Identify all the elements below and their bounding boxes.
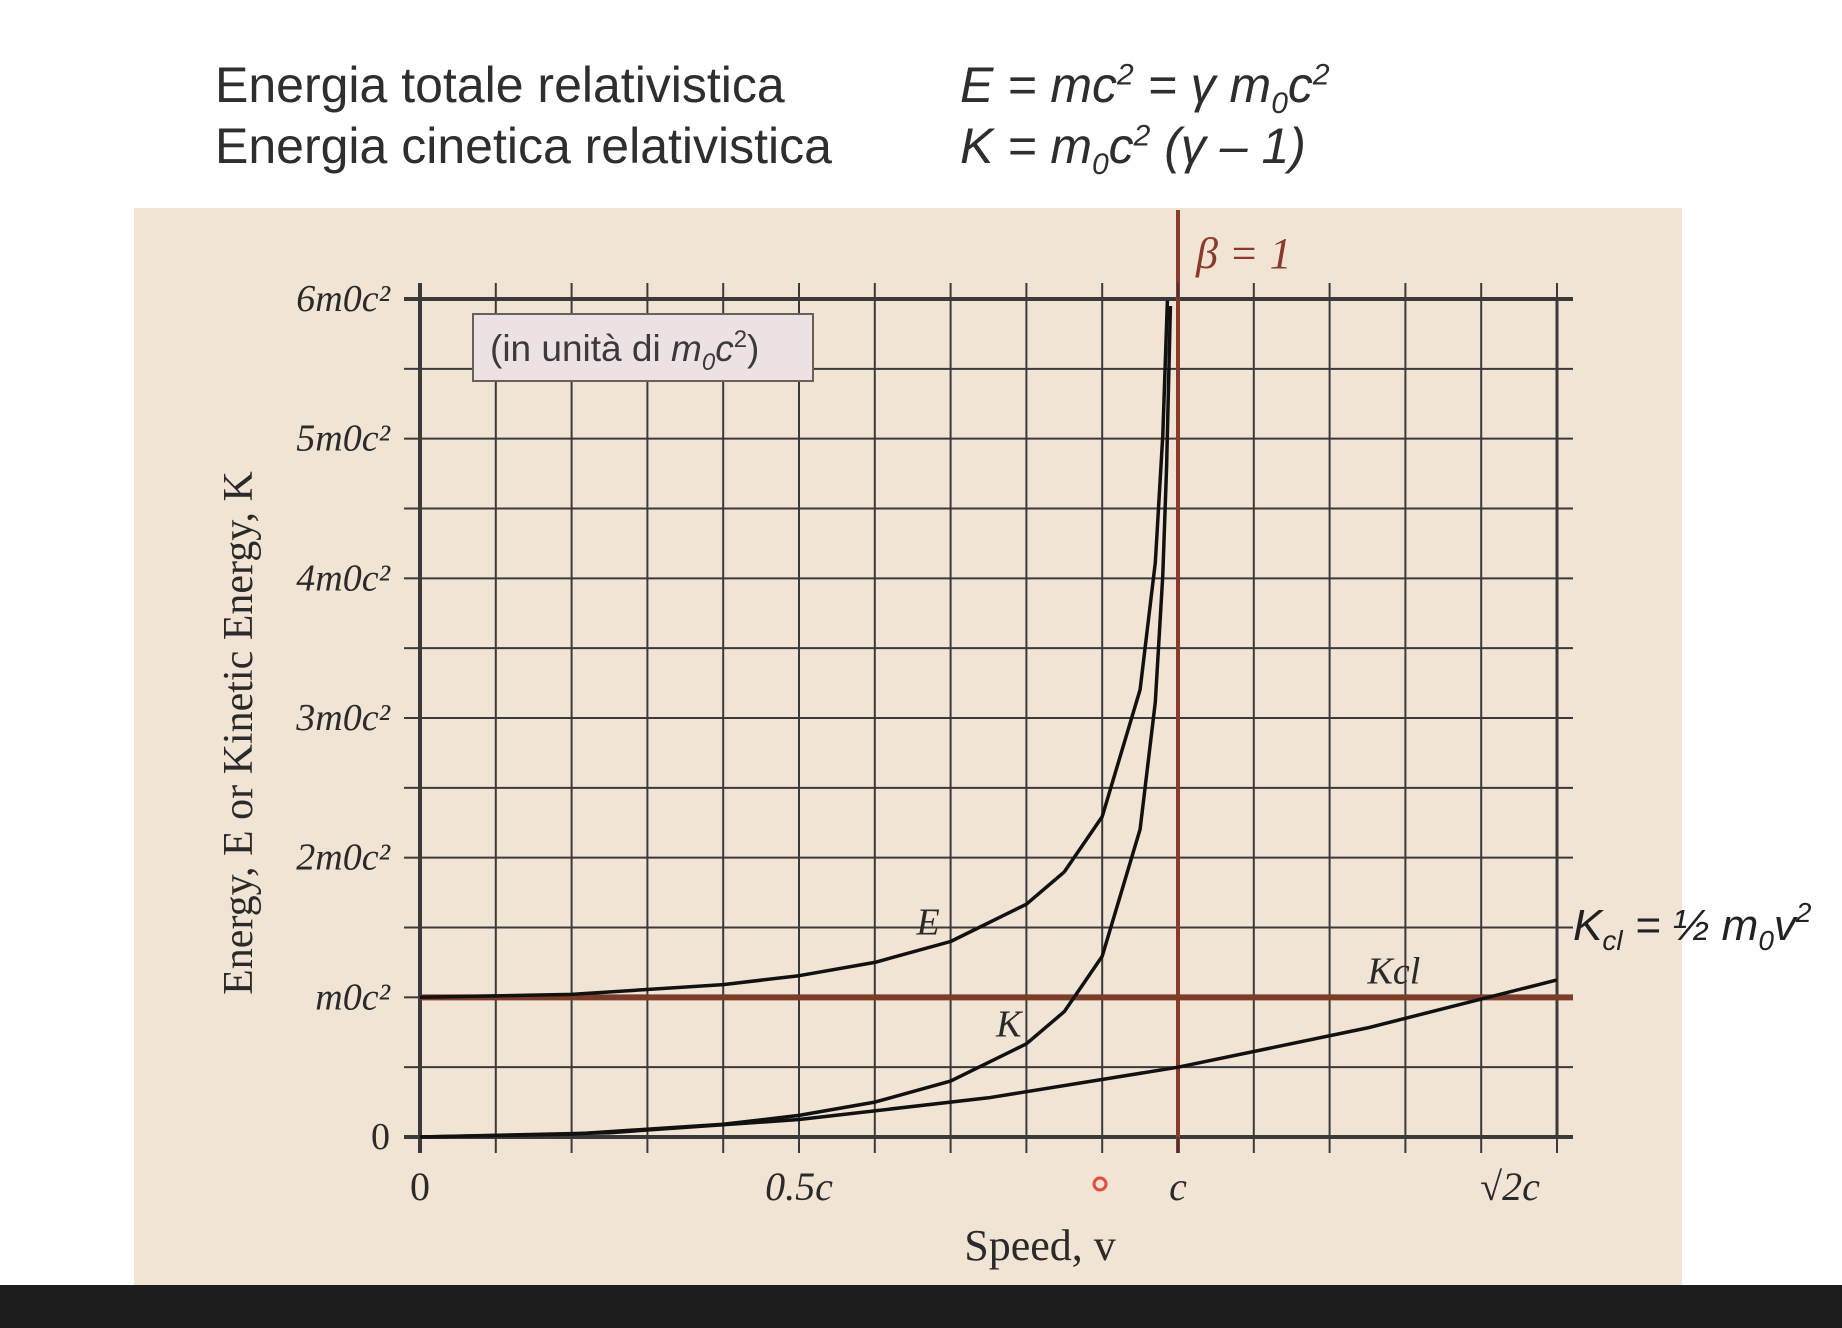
y-tick-label: 5m0c² — [296, 418, 390, 460]
y-axis-title: Energy, E or Kinetic Energy, K — [216, 471, 262, 995]
y-tick-label: m0c² — [315, 976, 390, 1018]
y-tick-label: 3m0c² — [295, 697, 390, 739]
cursor-marker — [1092, 1176, 1108, 1192]
reference-lines — [420, 210, 1573, 1153]
y-tick-label: 2m0c² — [296, 837, 390, 879]
x-tick-label: c — [1169, 1164, 1187, 1209]
series-line-e — [419, 300, 1170, 1000]
y-tick-label: 4m0c² — [296, 557, 390, 599]
curve-label-e: E — [915, 901, 939, 943]
kinetic-energy-label: Energia cinetica relativistica — [215, 118, 832, 174]
heading: Energia totale relativistica E = mc2 = γ… — [215, 56, 1330, 181]
kinetic-energy-formula: K = m0c2 (γ – 1) — [960, 118, 1306, 181]
units-box-text: (in unità di m0c2) — [490, 326, 759, 376]
heading-row-total-energy: Energia totale relativistica E = mc2 = γ… — [215, 56, 1330, 120]
y-tick-label: 0 — [371, 1116, 390, 1158]
chart-grid — [404, 283, 1573, 1153]
total-energy-formula: E = mc2 = γ m0c2 — [960, 57, 1330, 120]
bottom-bar — [0, 1285, 1842, 1328]
chart-panel — [134, 208, 1682, 1316]
curve-label-kcl: Kcl — [1367, 950, 1421, 992]
beta-label: β = 1 — [1195, 229, 1292, 278]
kcl-formula-label: Kcl = ½ m0v2 — [1573, 897, 1812, 956]
axis-ticks — [404, 283, 1558, 1153]
curve-label-k: K — [995, 1003, 1023, 1045]
heading-row-kinetic-energy: Energia cinetica relativistica K = m0c2 … — [215, 117, 1330, 181]
chart-series — [419, 300, 1558, 1139]
series-line-k — [419, 305, 1173, 1139]
total-energy-label: Energia totale relativistica — [215, 57, 785, 113]
x-tick-label: 0.5c — [765, 1164, 833, 1209]
units-box-frame — [472, 313, 814, 382]
series-line-kcl — [419, 978, 1558, 1139]
units-box: (in unità di m0c2) — [472, 313, 814, 382]
y-tick-label: 6m0c² — [296, 278, 390, 320]
chart-labels: 0 0.5c c √2c 0 m0c² 2m0c² 3m0c² 4m0c² 5m0c² 6m0c² E… — [295, 278, 1540, 1209]
x-axis-title: Speed, v — [964, 1221, 1116, 1270]
x-tick-label: 0 — [410, 1164, 430, 1209]
x-tick-label: √2c — [1480, 1164, 1540, 1209]
